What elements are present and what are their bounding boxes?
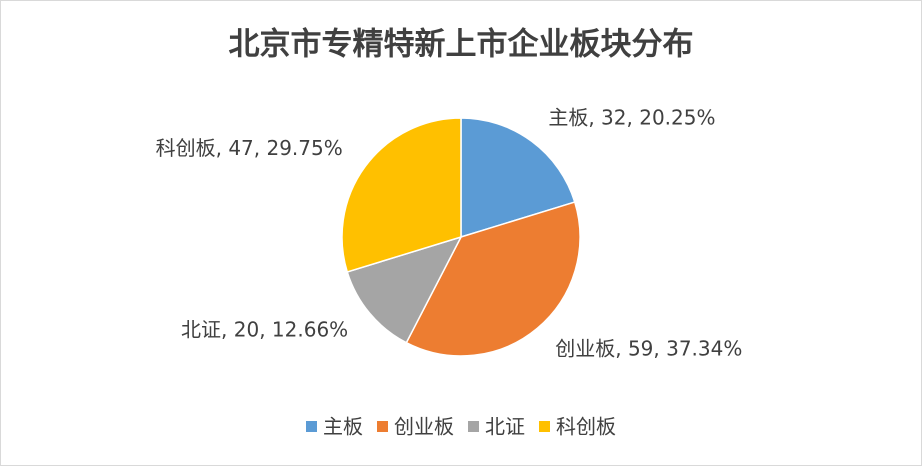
chart-title: 北京市专精特新上市企业板块分布 [229, 27, 694, 63]
legend-label: 科创板 [556, 415, 616, 439]
data-label: 主板, 32, 20.25% [548, 105, 715, 129]
legend-swatch [468, 421, 479, 432]
legend-swatch [539, 421, 550, 432]
pie-slice [405, 201, 581, 357]
legend-label: 主板 [323, 415, 363, 439]
legend-swatch [377, 421, 388, 432]
legend-swatch [306, 421, 317, 432]
data-label: 北证, 20, 12.66% [181, 318, 348, 342]
pie-slice [341, 117, 462, 273]
legend-label: 创业板 [394, 415, 454, 439]
data-label: 科创板, 47, 29.75% [156, 136, 343, 160]
legend-label: 北证 [485, 415, 525, 439]
pie-slice [460, 117, 576, 239]
data-label: 创业板, 59, 37.34% [555, 336, 742, 360]
